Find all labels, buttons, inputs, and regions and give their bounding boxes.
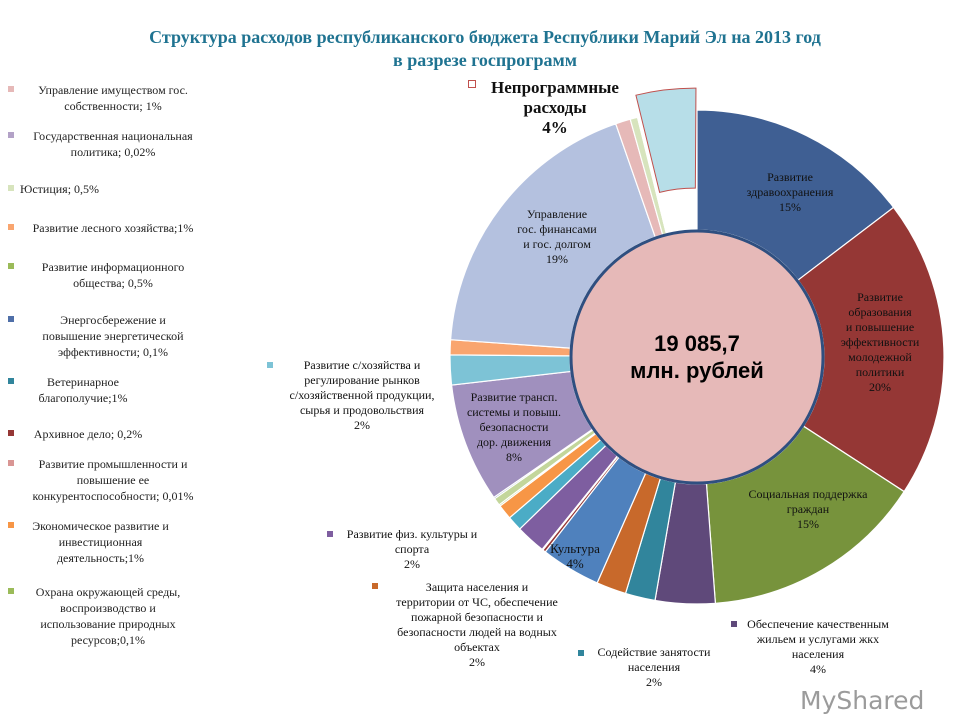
legend-label: Архивное дело; 0,2% xyxy=(33,427,143,441)
legend-item-archives: Архивное дело; 0,2% xyxy=(8,426,168,442)
legend-marker xyxy=(731,621,737,627)
legend-item-information-society: Развитие информационного общества; 0,5% xyxy=(8,259,218,291)
label-sport: Развитие физ. культуры и спорта 2% xyxy=(346,527,478,571)
label-transport: Развитие трансп. системы и повыш. безопа… xyxy=(466,390,562,464)
legend-marker xyxy=(327,531,333,537)
label-non-program: Непрограммные расходы 4% xyxy=(491,78,619,137)
legend-marker xyxy=(8,378,14,384)
legend-marker xyxy=(8,185,14,191)
legend-marker xyxy=(468,80,476,88)
label-social-support: Социальная поддержка граждан 15% xyxy=(748,487,868,531)
legend-label: Энергосбережение и повышение энергетичес… xyxy=(42,313,184,359)
label-culture: Культура 4% xyxy=(550,541,600,571)
legend-item-economic-development: Экономическое развитие и инвестиционная … xyxy=(8,518,193,566)
legend-marker xyxy=(578,650,584,656)
legend-item-property: Управление имуществом гос. собственности… xyxy=(8,82,218,114)
legend-item-forestry: Развитие лесного хозяйства;1% xyxy=(8,220,218,236)
legend-marker xyxy=(8,132,14,138)
legend-marker xyxy=(8,316,14,322)
watermark-logo: MyShared xyxy=(800,686,925,715)
chart-title: Структура расходов республиканского бюдж… xyxy=(149,27,821,70)
legend-item-environment: Охрана окружающей среды, воспроизводство… xyxy=(8,584,208,648)
legend-item-national-policy: Государственная национальная политика; 0… xyxy=(8,128,218,160)
legend-label: Юстиция; 0,5% xyxy=(20,182,100,196)
legend-marker xyxy=(8,522,14,528)
legend-label: Ветеринарное благополучие;1% xyxy=(38,375,128,405)
legend-item-industry: Развитие промышленности и повышение ее к… xyxy=(8,456,218,504)
label-finance: Управление гос. финансами и гос. долгом … xyxy=(517,207,597,266)
label-agriculture: Развитие с/хозяйства и регулирование рын… xyxy=(289,358,435,432)
legend-marker xyxy=(8,430,14,436)
label-healthcare: Развитие здравоохранения 15% xyxy=(746,170,834,214)
legend-label: Экономическое развитие и инвестиционная … xyxy=(32,519,169,565)
label-housing: Обеспечение качественным жильем и услуга… xyxy=(747,617,889,676)
legend-label: Государственная национальная политика; 0… xyxy=(33,129,193,159)
legend-label: Управление имуществом гос. собственности… xyxy=(38,83,188,113)
legend-label: Развитие лесного хозяйства;1% xyxy=(32,221,194,235)
legend-item-energy-saving: Энергосбережение и повышение энергетичес… xyxy=(8,312,218,360)
slice-23 xyxy=(635,87,697,193)
legend-item-veterinary: Ветеринарное благополучие;1% xyxy=(8,374,158,406)
legend-marker xyxy=(8,588,14,594)
label-employment: Содействие занятости населения 2% xyxy=(597,645,711,689)
legend-marker xyxy=(372,583,378,589)
legend-marker xyxy=(8,86,14,92)
legend-label: Развитие информационного общества; 0,5% xyxy=(41,260,185,290)
legend-label: Развитие промышленности и повышение ее к… xyxy=(32,457,194,503)
center-total-label: 19 085,7 млн. рублей xyxy=(630,331,764,383)
legend-marker xyxy=(8,460,14,466)
legend-label: Охрана окружающей среды, воспроизводство… xyxy=(35,585,181,647)
donut-center xyxy=(569,229,825,485)
legend-marker xyxy=(267,362,273,368)
label-civil-protection: Защита населения и территории от ЧС, обе… xyxy=(396,580,558,669)
legend-marker xyxy=(8,224,14,230)
legend-marker xyxy=(8,263,14,269)
legend-item-justice: Юстиция; 0,5% xyxy=(8,181,230,197)
label-education: Развитие образования и повышение эффекти… xyxy=(840,290,920,394)
